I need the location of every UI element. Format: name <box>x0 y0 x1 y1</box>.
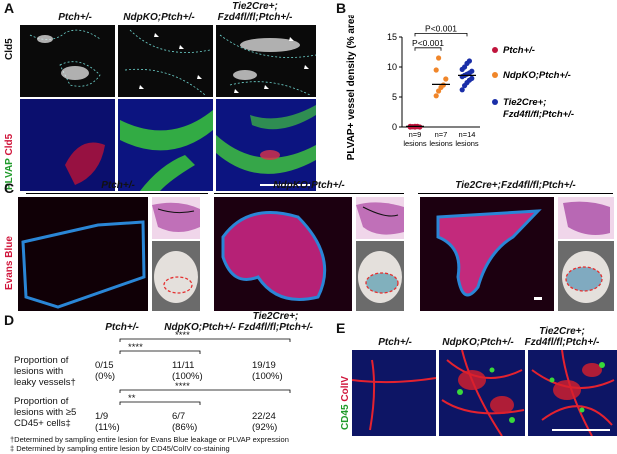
sig-bracket <box>414 33 468 37</box>
panel-d-row1-col3: 19/19 (100%) <box>252 360 283 382</box>
panel-c-header-line-3 <box>418 193 613 194</box>
panel-letter-d: D <box>4 312 15 328</box>
data-point <box>433 93 439 99</box>
data-point <box>459 87 465 93</box>
panel-c-header-1: Ptch+/- <box>101 180 135 191</box>
panel-d-row2-col1: 1/9 (11%) <box>95 411 120 433</box>
panel-letter-c: C <box>4 180 15 196</box>
panel-e-header-3: Tie2Cre+; Fzd4fl/fl;Ptch+/- <box>524 326 600 348</box>
panel-d-sig-1: **** <box>175 330 190 341</box>
data-point <box>469 68 475 74</box>
panel-c-images <box>18 197 614 311</box>
sig-annotation: P<0.001 <box>412 38 444 48</box>
legend-label: Fzd4fl/fl;Ptch+/- <box>503 109 574 120</box>
panel-e-row-label: CD45 ColIV <box>340 376 351 430</box>
panel-d-footnote-2: ‡ Determined by sampling entire lesion b… <box>10 444 230 453</box>
sig-bracket <box>414 47 442 51</box>
legend-label: Tie2Cre+; <box>503 97 546 108</box>
panel-c-header-2: NdpKO;Ptch+/- <box>273 180 345 191</box>
panel-c-header-line-2 <box>214 193 404 194</box>
x-tick-label: n=9 <box>409 130 422 139</box>
data-point <box>436 55 442 61</box>
y-tick-label: 0 <box>392 122 397 132</box>
panel-a-header-2: NdpKO;Ptch+/- <box>123 12 195 23</box>
y-tick-label: 15 <box>387 32 397 42</box>
panel-e-header-1: Ptch+/- <box>378 337 412 348</box>
panel-letter-e: E <box>336 320 346 336</box>
legend-label: Ptch+/- <box>503 45 535 56</box>
panel-a-row-label-cld5: Cld5 <box>4 38 15 60</box>
data-point <box>469 75 475 81</box>
panel-d-row2-col2: 6/7 (86%) <box>172 411 198 433</box>
panel-a-micrographs <box>20 25 316 191</box>
sig-annotation: P<0.001 <box>425 23 457 33</box>
panel-e-header-2: NdpKO;Ptch+/- <box>442 337 514 348</box>
panel-c-header-3: Tie2Cre+;Fzd4fl/fl;Ptch+/- <box>455 180 576 191</box>
chart-ylabel: PLVAP+ vessel density (% area) <box>346 15 357 160</box>
panel-d-sig-3: **** <box>175 381 190 392</box>
panel-d-header-1: Ptch+/- <box>105 322 139 333</box>
panel-d-row1-label: Proportion of lesions with leaky vessels… <box>14 355 76 388</box>
panel-a-header-1: Ptch+/- <box>58 12 92 23</box>
panel-d-footnote-1: †Determined by sampling entire lesion fo… <box>10 435 289 444</box>
x-tick-label: n=7 <box>435 130 448 139</box>
legend-label: NdpKO;Ptch+/- <box>503 70 571 81</box>
x-tick-label: n=14 <box>459 130 476 139</box>
y-tick-label: 5 <box>392 92 397 102</box>
panel-d-sig-lines <box>119 338 291 405</box>
panel-d-header-2: NdpKO;Ptch+/- <box>164 322 236 333</box>
legend-marker <box>492 99 498 105</box>
panel-d-row1-col1: 0/15 (0%) <box>95 360 116 382</box>
x-tick-label: lesions <box>455 139 479 148</box>
y-tick-label: 10 <box>387 62 397 72</box>
panel-d-row1-col2: 11/11 (100%) <box>172 360 203 382</box>
panel-letter-b: B <box>336 0 347 16</box>
panel-d-header-3: Tie2Cre+; Fzd4fl/fl;Ptch+/- <box>238 311 313 333</box>
panel-d-row2-label: Proportion of lesions with ≥5 CD45+ cell… <box>14 396 77 429</box>
panel-e-micrographs <box>352 350 617 436</box>
data-point <box>443 76 449 82</box>
legend-marker <box>492 72 498 78</box>
panel-d-sig-2: **** <box>128 342 143 353</box>
x-tick-label: lesions <box>429 139 453 148</box>
panel-b-chart: PLVAP+ vessel density (% area) 0 5 10 15 n=9… <box>346 15 574 160</box>
panel-a-header-3: Tie2Cre+; Fzd4fl/fl;Ptch+/- <box>217 1 293 23</box>
panel-d-sig-4: ** <box>128 393 136 404</box>
data-point <box>466 58 472 64</box>
panel-letter-a: A <box>4 0 15 16</box>
legend-marker <box>492 47 498 53</box>
panel-d-row2-col3: 22/24 (92%) <box>252 411 278 433</box>
data-point <box>433 67 439 73</box>
panel-c-header-line-1 <box>26 193 208 194</box>
panel-c-row-label: Evans Blue <box>4 236 15 290</box>
x-tick-label: lesions <box>403 139 427 148</box>
